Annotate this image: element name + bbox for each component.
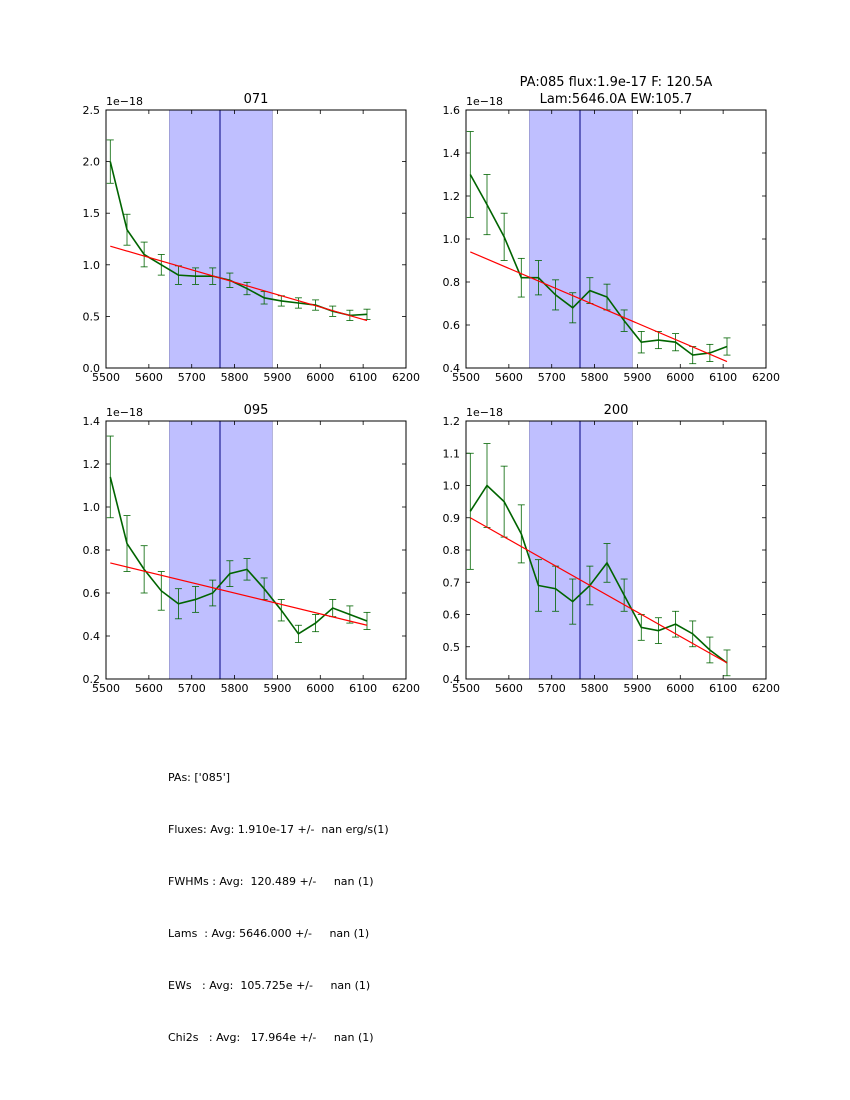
y-tick-label: 1.6 — [443, 104, 461, 117]
stats-line-chi2s: Chi2s : Avg: 17.964e +/- nan (1) — [168, 1031, 374, 1044]
y-tick-label: 0.8 — [443, 544, 461, 557]
shaded-region — [169, 420, 273, 680]
axes-frame — [465, 420, 767, 680]
x-tick-label: 6000 — [306, 371, 334, 384]
x-tick-label: 6100 — [349, 682, 377, 695]
y-tick-label: 0.8 — [83, 544, 101, 557]
y-tick-label: 1.0 — [83, 501, 101, 514]
chart-subtitle: Lam:5646.0A EW:105.7 — [540, 92, 693, 107]
x-tick-label: 5500 — [452, 371, 480, 384]
axes-frame — [105, 420, 407, 680]
shaded-region — [169, 109, 273, 369]
fit-line — [110, 562, 368, 626]
y-tick-label: 0.5 — [83, 310, 101, 323]
y-tick-label: 1.4 — [83, 415, 101, 428]
x-tick-label: 6000 — [306, 682, 334, 695]
y-tick-label: 1.1 — [443, 447, 461, 460]
y-tick-label: 1.0 — [83, 259, 101, 272]
x-tick-label: 6100 — [709, 682, 737, 695]
x-tick-label: 5500 — [452, 682, 480, 695]
y-tick-label: 1.4 — [443, 147, 461, 160]
x-tick-label: 5700 — [538, 682, 566, 695]
x-tick-label: 5900 — [623, 371, 651, 384]
fit-line — [470, 251, 728, 363]
chart-title: 071 — [244, 92, 269, 107]
fit-line — [110, 245, 368, 322]
shaded-region — [529, 109, 633, 369]
y-tick-label: 0.7 — [443, 576, 461, 589]
offset-label: 1e−18 — [466, 95, 503, 108]
chart-title: 095 — [244, 403, 269, 418]
fit-line — [469, 517, 728, 664]
y-tick-label: 0.5 — [443, 641, 461, 654]
y-tick-label: 1.5 — [83, 207, 101, 220]
x-tick-label: 5500 — [92, 682, 120, 695]
x-tick-label: 5800 — [221, 682, 249, 695]
x-tick-label: 5600 — [135, 682, 163, 695]
chart-panel-4: 5500 5600 5700 5800 5900 6000 6100 6200 0.4 0.5 0.… — [443, 403, 781, 695]
flux-line — [109, 476, 368, 635]
chart-panel-1: 5500 5600 5700 5800 5900 6000 6100 6200 0.0 0.5 1.… — [83, 92, 421, 384]
flux-line — [469, 174, 728, 356]
x-tick-label: 5700 — [178, 371, 206, 384]
y-tick-label: 0.4 — [83, 630, 101, 643]
y-tick-label: 0.6 — [443, 609, 461, 622]
chart-title: PA:085 flux:1.9e-17 F: 120.5A — [520, 75, 713, 90]
y-tick-label: 1.2 — [443, 415, 461, 428]
axes-frame — [465, 109, 767, 369]
y-tick-label: 2.0 — [83, 156, 101, 169]
offset-label: 1e−18 — [466, 406, 503, 419]
x-tick-label: 6200 — [392, 682, 420, 695]
x-tick-label: 5900 — [263, 371, 291, 384]
x-tick-label: 5500 — [92, 371, 120, 384]
x-tick-label: 5800 — [581, 682, 609, 695]
x-tick-label: 6000 — [666, 682, 694, 695]
y-tick-label: 1.2 — [83, 458, 101, 471]
offset-label: 1e−18 — [106, 95, 143, 108]
stats-line-pas: PAs: ['085'] — [168, 771, 231, 784]
x-tick-label: 6200 — [752, 371, 780, 384]
chart-panel-3: 5500 5600 5700 5800 5900 6000 6100 6200 0.2 0.4 0.… — [83, 403, 421, 695]
axes-frame — [105, 109, 407, 369]
stats-line-fwhms: FWHMs : Avg: 120.489 +/- nan (1) — [168, 875, 374, 888]
chart-panel-2: 5500 5600 5700 5800 5900 6000 6100 6200 0.4 0.6 0.… — [443, 75, 781, 384]
x-tick-label: 5800 — [581, 371, 609, 384]
y-tick-label: 0.2 — [83, 673, 101, 686]
x-tick-label: 5600 — [495, 371, 523, 384]
y-tick-label: 0.9 — [443, 512, 461, 525]
flux-line — [469, 484, 728, 664]
x-tick-label: 5900 — [263, 682, 291, 695]
chart-title: 200 — [604, 403, 629, 418]
stats-line-ews: EWs : Avg: 105.725e +/- nan (1) — [168, 979, 371, 992]
shaded-region — [529, 420, 633, 680]
x-tick-label: 6000 — [666, 371, 694, 384]
x-tick-label: 6200 — [392, 371, 420, 384]
x-tick-label: 6200 — [752, 682, 780, 695]
y-tick-label: 0.4 — [443, 673, 461, 686]
x-tick-label: 5700 — [538, 371, 566, 384]
y-tick-label: 1.0 — [443, 233, 461, 246]
x-tick-label: 5900 — [623, 682, 651, 695]
y-tick-label: 2.5 — [83, 104, 101, 117]
y-tick-label: 0.6 — [443, 319, 461, 332]
y-tick-label: 0.4 — [443, 362, 461, 375]
offset-label: 1e−18 — [106, 406, 143, 419]
y-tick-label: 1.2 — [443, 190, 461, 203]
x-tick-label: 5600 — [495, 682, 523, 695]
y-tick-label: 0.8 — [443, 276, 461, 289]
y-tick-label: 1.0 — [443, 480, 461, 493]
x-tick-label: 5800 — [221, 371, 249, 384]
y-tick-label: 0.6 — [83, 587, 101, 600]
stats-line-lams: Lams : Avg: 5646.000 +/- nan (1) — [168, 927, 370, 940]
x-tick-label: 6100 — [349, 371, 377, 384]
x-tick-label: 5600 — [135, 371, 163, 384]
x-tick-label: 6100 — [709, 371, 737, 384]
x-tick-label: 5700 — [178, 682, 206, 695]
stats-block: PAs: ['085'] Fluxes: Avg: 1.910e-17 +/- … — [168, 744, 389, 1069]
stats-line-fluxes: Fluxes: Avg: 1.910e-17 +/- nan erg/s(1) — [168, 823, 389, 836]
y-tick-label: 0.0 — [83, 362, 101, 375]
